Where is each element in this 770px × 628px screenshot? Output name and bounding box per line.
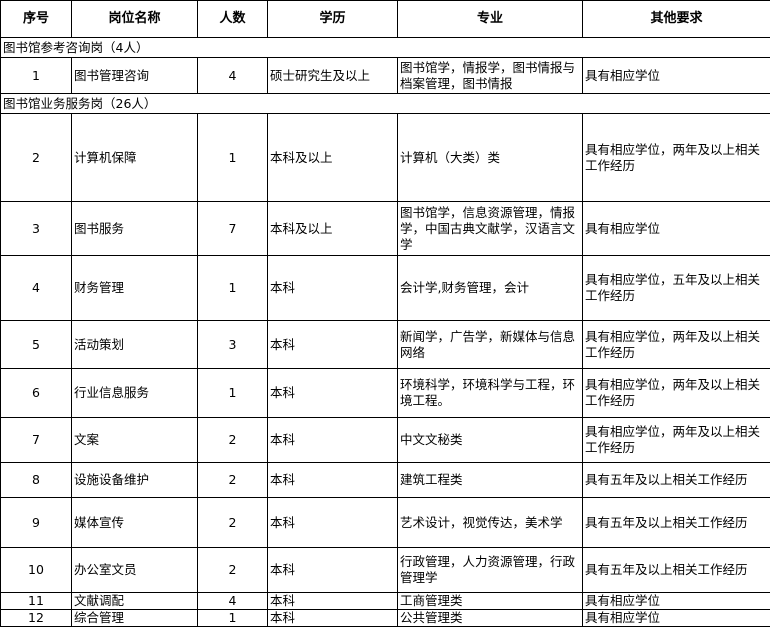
cell-count: 2: [197, 417, 268, 463]
cell-name: 计算机保障: [71, 113, 198, 202]
cell-major: 会计学,财务管理，会计: [397, 255, 583, 321]
cell-name: 行业信息服务: [71, 368, 198, 418]
section-title: 图书馆参考咨询岗（4人）: [0, 37, 770, 58]
cell-name: 综合管理: [71, 609, 198, 627]
cell-no: 7: [0, 417, 72, 463]
cell-no: 10: [0, 547, 72, 593]
cell-major: 计算机（大类）类: [397, 113, 583, 202]
cell-count: 2: [197, 497, 268, 548]
cell-no: 11: [0, 592, 72, 610]
cell-edu: 本科及以上: [267, 201, 398, 256]
cell-name: 图书管理咨询: [71, 57, 198, 94]
cell-major: 新闻学，广告学，新媒体与信息网络: [397, 320, 583, 369]
column-header: 人数: [197, 0, 268, 38]
cell-name: 设施设备维护: [71, 462, 198, 498]
cell-name: 财务管理: [71, 255, 198, 321]
cell-req: 具有五年及以上相关工作经历: [582, 547, 770, 593]
section-row: 图书馆业务服务岗（26人）: [0, 93, 770, 114]
cell-edu: 本科: [267, 547, 398, 593]
cell-count: 3: [197, 320, 268, 369]
cell-count: 2: [197, 547, 268, 593]
cell-no: 5: [0, 320, 72, 369]
cell-no: 9: [0, 497, 72, 548]
cell-req: 具有相应学位: [582, 609, 770, 627]
table-row: 1 图书管理咨询 4 硕士研究生及以上 图书馆学，情报学，图书情报与档案管理，图书情报具…: [0, 57, 770, 94]
cell-count: 7: [197, 201, 268, 256]
cell-name: 文案: [71, 417, 198, 463]
cell-no: 8: [0, 462, 72, 498]
column-header: 其他要求: [582, 0, 770, 38]
cell-edu: 本科: [267, 609, 398, 627]
cell-count: 4: [197, 57, 268, 94]
table-row: 8 设施设备维护 2 本科 建筑工程类 具有五年及以上相关工作经历: [0, 462, 770, 498]
cell-edu: 本科: [267, 497, 398, 548]
cell-count: 1: [197, 255, 268, 321]
cell-edu: 本科: [267, 368, 398, 418]
section-row: 图书馆参考咨询岗（4人）: [0, 37, 770, 58]
table-row: 3 图书服务 7 本科及以上 图书馆学，信息资源管理，情报学，中国古典文献学，汉语言文学…: [0, 201, 770, 256]
cell-req: 具有五年及以上相关工作经历: [582, 497, 770, 548]
table-row: 10 办公室文员 2 本科 行政管理，人力资源管理，行政管理学 具有五年及以上相关工作经历: [0, 547, 770, 593]
cell-req: 具有相应学位: [582, 57, 770, 94]
cell-name: 媒体宣传: [71, 497, 198, 548]
cell-major: 图书馆学，信息资源管理，情报学，中国古典文献学，汉语言文学: [397, 201, 583, 256]
cell-count: 2: [197, 462, 268, 498]
cell-major: 工商管理类: [397, 592, 583, 610]
cell-name: 文献调配: [71, 592, 198, 610]
cell-count: 1: [197, 113, 268, 202]
column-header: 序号: [0, 0, 72, 38]
cell-edu: 硕士研究生及以上: [267, 57, 398, 94]
cell-count: 4: [197, 592, 268, 610]
cell-major: 图书馆学，情报学，图书情报与档案管理，图书情报: [397, 57, 583, 94]
cell-major: 环境科学，环境科学与工程，环境工程。: [397, 368, 583, 418]
cell-no: 2: [0, 113, 72, 202]
section-title: 图书馆业务服务岗（26人）: [0, 93, 770, 114]
table-row: 7 文案 2 本科 中文文秘类 具有相应学位，两年及以上相关工作经历: [0, 417, 770, 463]
cell-count: 1: [197, 368, 268, 418]
cell-major: 行政管理，人力资源管理，行政管理学: [397, 547, 583, 593]
cell-no: 1: [0, 57, 72, 94]
cell-req: 具有相应学位，两年及以上相关工作经历: [582, 417, 770, 463]
table-row: 12 综合管理 1 本科 公共管理类 具有相应学位: [0, 609, 770, 627]
cell-no: 12: [0, 609, 72, 627]
column-header: 专业: [397, 0, 583, 38]
cell-edu: 本科: [267, 417, 398, 463]
cell-edu: 本科: [267, 255, 398, 321]
cell-req: 具有相应学位: [582, 201, 770, 256]
cell-no: 4: [0, 255, 72, 321]
cell-edu: 本科及以上: [267, 113, 398, 202]
cell-major: 建筑工程类: [397, 462, 583, 498]
table-row: 4 财务管理 1 本科 会计学,财务管理，会计 具有相应学位，五年及以上相关工作经历: [0, 255, 770, 321]
table-row: 11 文献调配 4 本科 工商管理类 具有相应学位: [0, 592, 770, 610]
column-header: 学历: [267, 0, 398, 38]
cell-edu: 本科: [267, 592, 398, 610]
cell-name: 活动策划: [71, 320, 198, 369]
table-row: 2 计算机保障 1 本科及以上 计算机（大类）类 具有相应学位，两年及以上相关工作经历: [0, 113, 770, 202]
cell-edu: 本科: [267, 462, 398, 498]
cell-req: 具有相应学位，两年及以上相关工作经历: [582, 113, 770, 202]
cell-major: 艺术设计，视觉传达，美术学: [397, 497, 583, 548]
cell-req: 具有相应学位，五年及以上相关工作经历: [582, 255, 770, 321]
cell-edu: 本科: [267, 320, 398, 369]
column-header: 岗位名称: [71, 0, 198, 38]
cell-req: 具有五年及以上相关工作经历: [582, 462, 770, 498]
cell-req: 具有相应学位: [582, 592, 770, 610]
cell-major: 公共管理类: [397, 609, 583, 627]
header-row: 序号 岗位名称 人数 学历 专业 其他要求: [0, 0, 770, 38]
table-row: 6 行业信息服务 1 本科 环境科学，环境科学与工程，环境工程。 具有相应学位，两年及以上…: [0, 368, 770, 418]
cell-major: 中文文秘类: [397, 417, 583, 463]
table-row: 9 媒体宣传 2 本科 艺术设计，视觉传达，美术学 具有五年及以上相关工作经历: [0, 497, 770, 548]
table-row: 5 活动策划 3 本科 新闻学，广告学，新媒体与信息网络 具有相应学位，两年及以上相关工作…: [0, 320, 770, 369]
cell-name: 图书服务: [71, 201, 198, 256]
cell-count: 1: [197, 609, 268, 627]
cell-req: 具有相应学位，两年及以上相关工作经历: [582, 368, 770, 418]
cell-req: 具有相应学位，两年及以上相关工作经历: [582, 320, 770, 369]
cell-name: 办公室文员: [71, 547, 198, 593]
cell-no: 6: [0, 368, 72, 418]
cell-no: 3: [0, 201, 72, 256]
